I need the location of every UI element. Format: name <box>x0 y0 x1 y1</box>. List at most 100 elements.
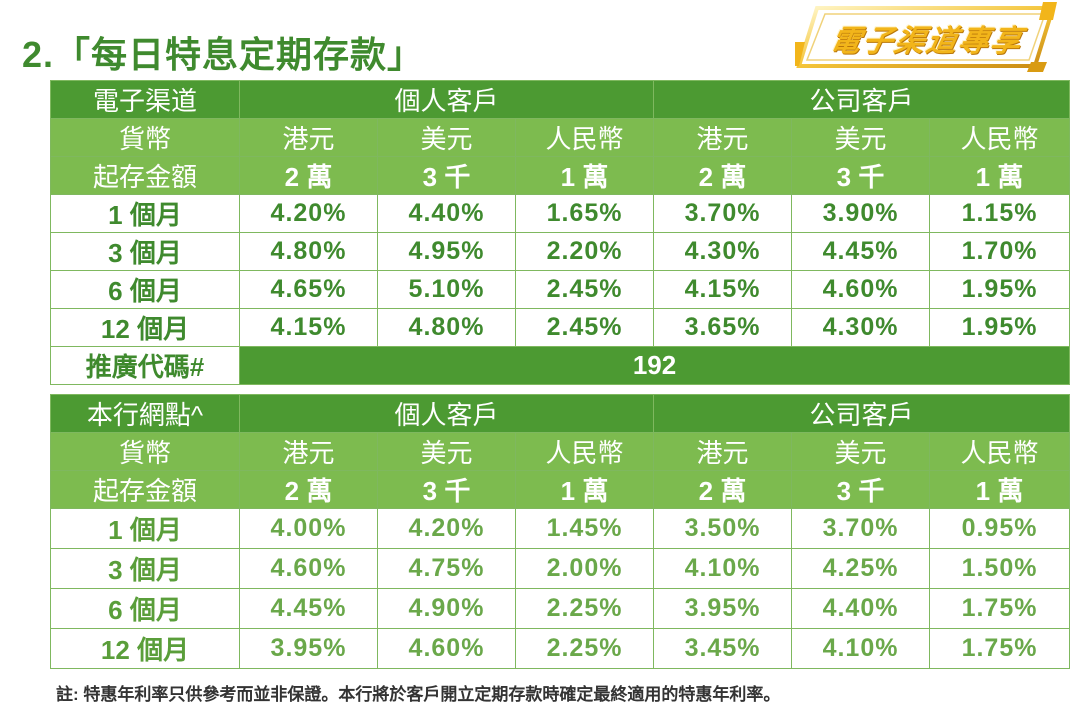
rate-cell: 3.90% <box>791 194 931 233</box>
rate-cell: 4.80% <box>377 308 516 347</box>
rate-cell: 3.95% <box>653 588 793 629</box>
rate-cell: 4.25% <box>791 548 931 589</box>
rate-cell: 3.70% <box>791 508 931 549</box>
rate-cell: 2.25% <box>514 588 655 629</box>
table-row: 12 個月 4.15% 4.80% 2.45% 3.65% 4.30% 1.95… <box>50 308 1071 347</box>
currency-header: 美元 <box>377 118 516 157</box>
rate-cell: 2.00% <box>514 548 655 589</box>
footnote: 註: 特惠年利率只供參考而並非保證。本行將於客戶開立定期存款時確定最終適用的特惠… <box>56 685 781 704</box>
min-deposit-amount: 3 千 <box>791 470 931 509</box>
rate-cell: 3.70% <box>653 194 793 233</box>
rate-cell: 1.65% <box>514 194 655 233</box>
rate-cell: 4.45% <box>239 588 378 629</box>
group-header-personal: 個人客戶 <box>238 394 655 433</box>
rate-cell: 4.15% <box>653 270 793 309</box>
rate-cell: 4.60% <box>791 270 931 309</box>
min-deposit-label: 起存金額 <box>50 156 240 195</box>
term-label: 6 個月 <box>50 270 240 309</box>
term-label: 1 個月 <box>50 194 240 233</box>
term-label: 6 個月 <box>50 588 240 629</box>
rate-cell: 1.75% <box>929 628 1071 669</box>
table-row: 3 個月 4.80% 4.95% 2.20% 4.30% 4.45% 1.70% <box>50 232 1071 271</box>
rate-cell: 4.80% <box>239 232 378 271</box>
term-label: 1 個月 <box>50 508 240 549</box>
currency-header: 美元 <box>791 118 931 157</box>
rate-cell: 1.45% <box>514 508 655 549</box>
rate-cell: 1.70% <box>929 232 1071 271</box>
group-header-personal: 個人客戶 <box>238 80 655 119</box>
currency-header: 人民幣 <box>929 118 1071 157</box>
table-row: 12 個月 3.95% 4.60% 2.25% 3.45% 4.10% 1.75… <box>50 628 1071 669</box>
rate-cell: 4.75% <box>377 548 516 589</box>
min-deposit-amount: 2 萬 <box>653 470 793 509</box>
badge-label: 電子渠道專享 <box>827 25 1027 58</box>
rate-cell: 5.10% <box>377 270 516 309</box>
rate-cell: 4.00% <box>239 508 378 549</box>
min-deposit-amount: 1 萬 <box>929 470 1071 509</box>
rate-cell: 3.95% <box>239 628 378 669</box>
term-label: 12 個月 <box>50 628 240 669</box>
rate-cell: 4.60% <box>377 628 516 669</box>
rate-cell: 2.45% <box>514 270 655 309</box>
rate-cell: 3.50% <box>653 508 793 549</box>
rate-cell: 3.45% <box>653 628 793 669</box>
rate-cell: 4.90% <box>377 588 516 629</box>
page-title: 2.「每日特息定期存款」 <box>22 34 425 75</box>
electronic-channel-exclusive-badge: 電子渠道專享 <box>795 2 1057 72</box>
min-deposit-amount: 3 千 <box>377 470 516 509</box>
rate-cell: 4.30% <box>791 308 931 347</box>
table-row: 6 個月 4.65% 5.10% 2.45% 4.15% 4.60% 1.95% <box>50 270 1071 309</box>
online-rates-table: 電子渠道 個人客戶 公司客戶 貨幣 港元 美元 人民幣 港元 美元 人民幣 起存… <box>50 80 1071 385</box>
currency-header: 美元 <box>791 432 931 471</box>
group-header-corporate: 公司客戶 <box>653 80 1071 119</box>
term-label: 3 個月 <box>50 548 240 589</box>
rate-cell: 4.20% <box>239 194 378 233</box>
table-row: 3 個月 4.60% 4.75% 2.00% 4.10% 4.25% 1.50% <box>50 548 1071 589</box>
rate-cell: 4.45% <box>791 232 931 271</box>
min-deposit-amount: 1 萬 <box>514 156 655 195</box>
table-row: 1 個月 4.00% 4.20% 1.45% 3.50% 3.70% 0.95% <box>50 508 1071 549</box>
min-deposit-amount: 3 千 <box>791 156 931 195</box>
badge-frame-icon <box>795 2 1057 72</box>
min-deposit-amount: 2 萬 <box>239 470 378 509</box>
currency-header: 港元 <box>239 432 378 471</box>
currency-header: 港元 <box>653 432 793 471</box>
rate-cell: 1.95% <box>929 308 1071 347</box>
term-label: 3 個月 <box>50 232 240 271</box>
currency-header: 人民幣 <box>514 432 655 471</box>
term-label: 12 個月 <box>50 308 240 347</box>
rate-cell: 0.95% <box>929 508 1071 549</box>
channel-label: 本行網點^ <box>50 394 240 433</box>
rate-cell: 4.65% <box>239 270 378 309</box>
currency-header: 港元 <box>239 118 378 157</box>
group-header-corporate: 公司客戶 <box>653 394 1071 433</box>
promo-code-label: 推廣代碼# <box>50 346 240 385</box>
rate-cell: 4.95% <box>377 232 516 271</box>
currency-header: 人民幣 <box>929 432 1071 471</box>
rate-cell: 4.60% <box>239 548 378 589</box>
currency-label: 貨幣 <box>50 432 240 471</box>
currency-label: 貨幣 <box>50 118 240 157</box>
rate-cell: 4.10% <box>791 628 931 669</box>
rate-cell: 1.15% <box>929 194 1071 233</box>
table-row: 6 個月 4.45% 4.90% 2.25% 3.95% 4.40% 1.75% <box>50 588 1071 629</box>
rate-cell: 1.95% <box>929 270 1071 309</box>
rate-cell: 4.30% <box>653 232 793 271</box>
promo-code-value: 192 <box>238 346 1071 385</box>
rate-cell: 4.15% <box>239 308 378 347</box>
rate-cell: 3.65% <box>653 308 793 347</box>
rate-cell: 2.20% <box>514 232 655 271</box>
currency-header: 人民幣 <box>514 118 655 157</box>
min-deposit-label: 起存金額 <box>50 470 240 509</box>
rate-cell: 4.40% <box>791 588 931 629</box>
promo-code-row: 推廣代碼# 192 <box>50 346 1071 385</box>
branch-rates-table: 本行網點^ 個人客戶 公司客戶 貨幣 港元 美元 人民幣 港元 美元 人民幣 起… <box>50 394 1071 669</box>
min-deposit-amount: 3 千 <box>377 156 516 195</box>
min-deposit-amount: 2 萬 <box>653 156 793 195</box>
rate-cell: 1.50% <box>929 548 1071 589</box>
rate-cell: 4.10% <box>653 548 793 589</box>
rate-cell: 4.40% <box>377 194 516 233</box>
min-deposit-amount: 1 萬 <box>514 470 655 509</box>
min-deposit-amount: 1 萬 <box>929 156 1071 195</box>
min-deposit-amount: 2 萬 <box>239 156 378 195</box>
